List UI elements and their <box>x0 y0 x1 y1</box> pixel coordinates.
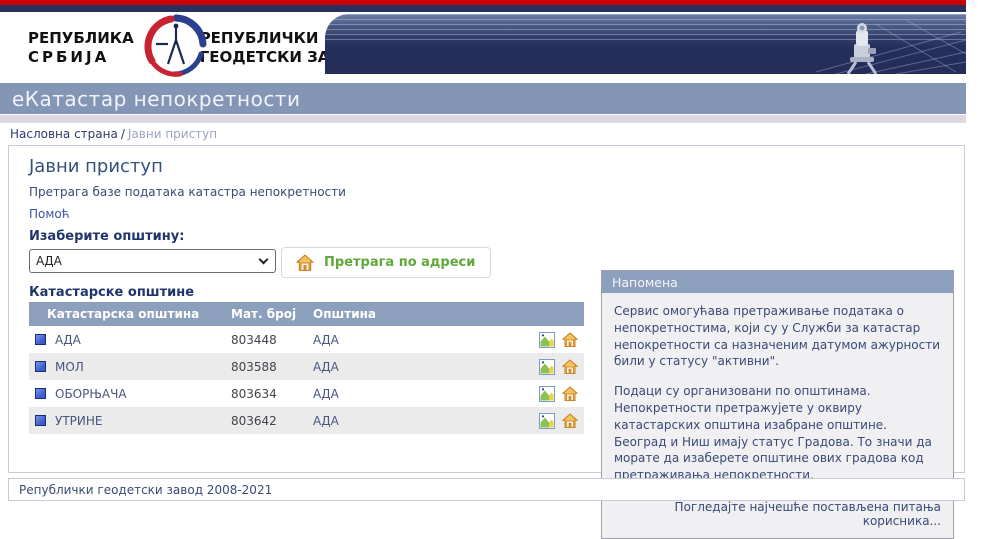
opstina-cell: АДА <box>313 359 339 374</box>
logo-country-line1: РЕПУБЛИКА <box>28 29 134 48</box>
compass-globe-logo-icon <box>144 14 208 78</box>
row-action-icons <box>539 331 584 348</box>
column-header-cadastral-municipality: Катастарска општина <box>47 307 200 321</box>
map-view-icon[interactable] <box>539 412 555 429</box>
top-red-stripe <box>0 0 966 5</box>
page: РЕПУБЛИКА СРБИЈА <box>0 0 966 539</box>
breadcrumb-separator: / <box>120 127 125 141</box>
blue-square-bullet-icon <box>35 415 46 426</box>
map-view-icon[interactable] <box>539 358 555 375</box>
address-search-button[interactable]: Претрага по адреси <box>281 247 491 278</box>
row-action-icons <box>539 385 584 402</box>
theodolite-illustration-icon <box>815 19 966 74</box>
municipality-select[interactable]: АДА <box>29 249 276 273</box>
help-link[interactable]: Помоћ <box>29 207 70 221</box>
note-panel-title: Напомена <box>602 271 953 293</box>
cadastral-municipality-name[interactable]: АДА <box>55 332 81 347</box>
note-paragraph-2: Подаци су организовани по општинама. Неп… <box>614 384 932 483</box>
cadastral-municipality-cell[interactable]: ОБОРЊАЧА <box>29 387 231 401</box>
header-banner-image <box>325 14 966 74</box>
cadastral-municipalities-table: Катастарска општина Мат. број Општина АД… <box>29 302 584 434</box>
address-house-icon[interactable] <box>562 331 578 348</box>
mat-broj-cell: 803634 <box>231 386 277 401</box>
address-house-icon[interactable] <box>562 385 578 402</box>
logo-country-line2: СРБИЈА <box>28 48 110 66</box>
faq-link[interactable]: Погледајте најчешће постављена питања ко… <box>674 499 941 528</box>
logo-org-line1: РЕПУБЛИЧКИ <box>199 29 319 48</box>
municipality-select-wrap: АДА <box>29 249 276 273</box>
table-row: ОБОРЊАЧА 803634 АДА <box>29 380 584 407</box>
table-row: АДА 803448 АДА <box>29 326 584 353</box>
cadastral-municipality-cell[interactable]: АДА <box>29 333 231 347</box>
row-action-icons <box>539 412 584 429</box>
top-navy-stripe <box>0 5 966 12</box>
app-title: еКатастар непокретности <box>12 86 301 111</box>
blue-square-bullet-icon <box>35 334 46 345</box>
agency-logo: РЕПУБЛИКА СРБИЈА <box>28 14 367 77</box>
address-house-icon[interactable] <box>562 358 578 375</box>
site-header: РЕПУБЛИКА СРБИЈА <box>0 12 966 81</box>
app-title-banner: еКатастар непокретности <box>0 83 966 114</box>
lavender-divider <box>0 115 966 123</box>
opstina-cell: АДА <box>313 413 339 428</box>
address-house-icon[interactable] <box>562 412 578 429</box>
note-paragraph-1: Сервис омогућава претраживање података о… <box>614 304 941 369</box>
row-action-icons <box>539 358 584 375</box>
house-icon <box>296 253 314 271</box>
blue-square-bullet-icon <box>35 388 46 399</box>
blue-square-bullet-icon <box>35 361 46 372</box>
address-search-button-label: Претрага по адреси <box>324 255 476 270</box>
opstina-cell: АДА <box>313 332 339 347</box>
table-header-row: Катастарска општина Мат. број Општина <box>29 302 584 326</box>
column-header-mat-broj: Мат. број <box>231 307 297 321</box>
cadastral-municipality-name[interactable]: МОЛ <box>55 359 84 374</box>
breadcrumb: Насловна страна / Јавни приступ <box>10 127 217 141</box>
mat-broj-cell: 803448 <box>231 332 277 347</box>
logo-country-text: РЕПУБЛИКА СРБИЈА <box>28 29 134 67</box>
cadastral-municipality-cell[interactable]: МОЛ <box>29 360 231 374</box>
page-title: Јавни приступ <box>29 156 163 177</box>
table-row: УТРИНЕ 803642 АДА <box>29 407 584 434</box>
column-header-opstina: Општина <box>313 307 376 321</box>
cadastral-municipality-name[interactable]: УТРИНЕ <box>55 413 103 428</box>
note-panel-body: Сервис омогућава претраживање података о… <box>602 293 953 538</box>
municipality-label: Изаберите општину: <box>29 229 185 244</box>
main-content-panel: Јавни приступ Претрага базе података кат… <box>8 145 965 539</box>
cadastral-municipality-cell[interactable]: УТРИНЕ <box>29 414 231 428</box>
opstina-cell: АДА <box>313 386 339 401</box>
map-view-icon[interactable] <box>539 331 555 348</box>
map-view-icon[interactable] <box>539 385 555 402</box>
table-row: МОЛ 803588 АДА <box>29 353 584 380</box>
page-subtitle: Претрага базе података катастра непокрет… <box>29 185 346 199</box>
cadastral-municipality-name[interactable]: ОБОРЊАЧА <box>55 386 127 401</box>
footer: Републички геодетски завод 2008-2021 <box>8 478 965 501</box>
table-body: АДА 803448 АДА <box>29 326 584 434</box>
breadcrumb-current: Јавни приступ <box>127 127 218 141</box>
breadcrumb-home-link[interactable]: Насловна страна <box>10 127 118 141</box>
mat-broj-cell: 803642 <box>231 413 277 428</box>
cadastral-table-title: Катастарске општине <box>29 285 195 300</box>
footer-text: Републички геодетски завод 2008-2021 <box>19 482 273 497</box>
mat-broj-cell: 803588 <box>231 359 277 374</box>
